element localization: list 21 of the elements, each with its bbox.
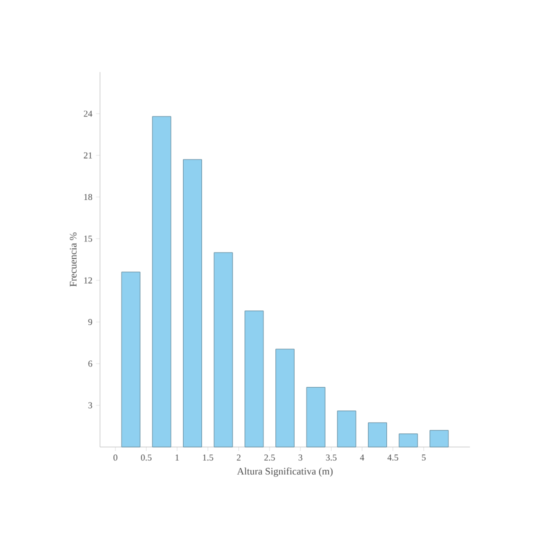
x-tick-label: 3	[298, 454, 302, 461]
y-tick-label: 24	[84, 110, 92, 117]
x-tick-label: 0	[114, 454, 118, 461]
y-tick-label: 9	[88, 318, 92, 326]
x-tick-label: 2	[236, 454, 240, 460]
y-tick-label: 21	[84, 152, 92, 158]
x-tick-label: 4	[360, 454, 364, 460]
x-tick-label: 2.5	[264, 454, 275, 461]
y-tick-label: 3	[88, 402, 92, 408]
x-axis-title: Altura Significativa (m)	[237, 468, 333, 477]
x-tick-label: 4.5	[387, 454, 398, 461]
x-tick-label: 1.5	[203, 454, 214, 461]
y-tick-label: 15	[84, 236, 92, 242]
y-tick-label: 12	[84, 277, 92, 284]
x-tick-label: 1	[176, 454, 179, 460]
y-tick-label: 6	[88, 360, 92, 367]
y-tick-label: 18	[84, 194, 92, 200]
x-tick-label: 5	[422, 454, 426, 461]
y-axis-title: Frecuencia %	[70, 232, 77, 287]
x-tick-label: 0.5	[140, 454, 152, 461]
x-tick-label: 3.5	[326, 454, 337, 461]
